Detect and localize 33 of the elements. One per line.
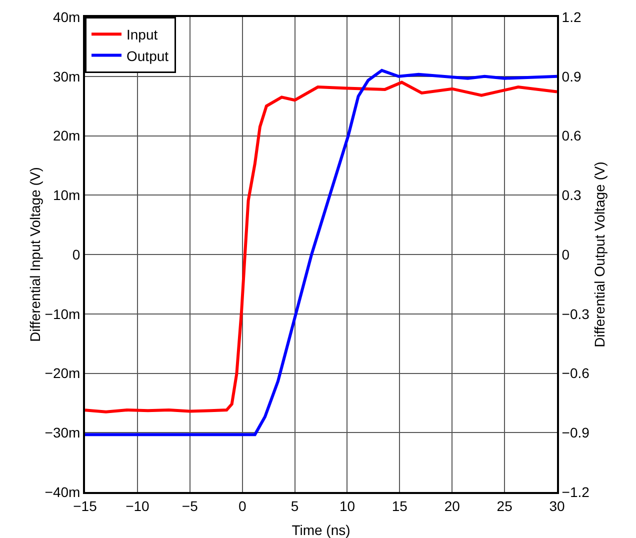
y-tick-label: 40m — [52, 8, 80, 25]
y-tick-label: −10m — [44, 306, 80, 322]
x-tick-label: −15 — [73, 498, 98, 514]
x-tick-label: 0 — [238, 498, 246, 514]
x-tick-label: 30 — [549, 498, 565, 514]
x-tick-label: 20 — [444, 498, 460, 514]
y2-tick-label: 0.9 — [562, 68, 582, 84]
y-tick-label: 20m — [52, 128, 80, 144]
y2-tick-label: −0.9 — [562, 424, 590, 441]
y2-tick-label: 1.2 — [562, 8, 582, 25]
y-tick-label: 0 — [72, 246, 80, 262]
x-tick-label: 10 — [339, 498, 356, 514]
x-tick-label: 15 — [392, 498, 408, 514]
y2-tick-label: −0.6 — [562, 365, 590, 382]
y-tick-label: −40m — [44, 484, 80, 500]
y2-axis-title: Differential Output Voltage (V) — [592, 162, 608, 348]
y2-tick-label: 0 — [562, 246, 570, 262]
x-tick-label: 25 — [496, 498, 513, 514]
y-tick-label: −20m — [44, 365, 80, 382]
y2-tick-label: −0.3 — [562, 306, 590, 322]
x-tick-label: −10 — [126, 498, 150, 514]
x-tick-label: 5 — [290, 498, 299, 514]
y-axis-title: Differential Input Voltage (V) — [26, 167, 43, 342]
y2-tick-label: −1.2 — [562, 484, 590, 500]
y2-tick-label: 0.6 — [562, 128, 582, 144]
y-tick-label: −30m — [44, 424, 80, 441]
legend-label: Output — [126, 48, 169, 64]
x-axis-title: Time (ns) — [292, 522, 350, 538]
legend-label: Input — [126, 26, 158, 43]
y2-tick-label: 0.3 — [562, 187, 582, 204]
x-tick-label: −5 — [182, 498, 198, 514]
y-tick-label: 10m — [52, 187, 80, 204]
y-tick-label: 30m — [52, 68, 80, 84]
